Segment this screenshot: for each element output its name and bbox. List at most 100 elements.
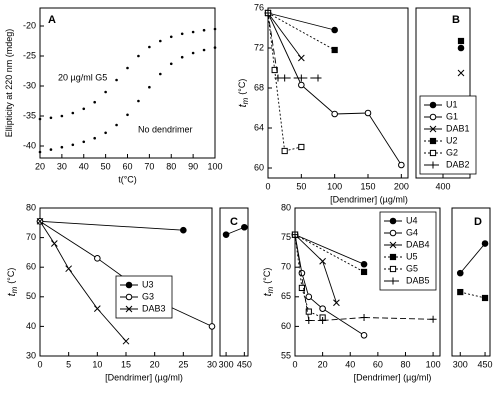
y-tick-label: 30 bbox=[26, 350, 36, 360]
data-point bbox=[104, 131, 107, 135]
x-tick-label: 400 bbox=[435, 181, 450, 191]
data-point bbox=[360, 268, 368, 276]
x-tick-label: 5 bbox=[66, 359, 71, 369]
axes-frame bbox=[219, 207, 249, 357]
axes-frame bbox=[294, 207, 441, 357]
series-line bbox=[267, 12, 335, 31]
data-point bbox=[180, 55, 184, 59]
data-point bbox=[314, 74, 322, 82]
y-tick-label: 80 bbox=[281, 202, 291, 212]
legend-label: G4 bbox=[406, 227, 418, 237]
x-tick-label: 40 bbox=[345, 359, 355, 369]
x-tick-label: 100 bbox=[426, 359, 441, 369]
y-axis-label-unit: (°C) bbox=[262, 268, 272, 284]
data-point bbox=[93, 136, 96, 140]
series-line bbox=[301, 272, 310, 297]
legend-marker bbox=[429, 149, 437, 157]
x-axis-label: [Dendrimer] (µg/ml) bbox=[330, 194, 408, 204]
data-point bbox=[159, 72, 162, 76]
data-point bbox=[148, 45, 151, 49]
series-line bbox=[364, 317, 434, 320]
y-axis-label: tm (°C) bbox=[262, 268, 275, 297]
data-point bbox=[291, 231, 299, 239]
data-point bbox=[360, 260, 368, 268]
data-point bbox=[169, 35, 173, 39]
data-point bbox=[49, 148, 53, 151]
x-tick-label: 20 bbox=[35, 161, 45, 171]
data-point bbox=[360, 314, 368, 322]
data-point bbox=[93, 305, 101, 312]
legend-marker bbox=[389, 253, 397, 261]
y-tick-label: -20 bbox=[23, 20, 36, 30]
data-point bbox=[137, 54, 140, 58]
series-line bbox=[301, 84, 335, 115]
x-tick-label: 200 bbox=[394, 181, 409, 191]
y-tick-label: 55 bbox=[281, 350, 291, 360]
y-tick-label: 76 bbox=[254, 2, 264, 12]
x-tick-label: 60 bbox=[373, 359, 383, 369]
series-line bbox=[460, 291, 486, 299]
x-tick-label: 90 bbox=[188, 161, 198, 171]
y-axis-label-main: t bbox=[237, 103, 249, 107]
y-axis-label-main: Ellipticity at 220 nm (mdeg) bbox=[4, 29, 14, 138]
x-axis-label: t(°C) bbox=[118, 174, 137, 184]
data-point bbox=[481, 294, 489, 302]
data-point bbox=[298, 284, 306, 292]
series-line bbox=[322, 261, 337, 303]
series-annotation: 20 µg/ml G5 bbox=[58, 72, 107, 82]
legend-marker bbox=[389, 277, 397, 285]
data-point bbox=[60, 114, 64, 118]
x-tick-label: 25 bbox=[178, 359, 188, 369]
y-tick-label: 64 bbox=[254, 122, 264, 132]
x-tick-label: 30 bbox=[57, 161, 67, 171]
legend-marker bbox=[429, 101, 437, 109]
x-tick-label: 150 bbox=[360, 181, 375, 191]
data-point bbox=[281, 74, 289, 82]
legend-label: G3 bbox=[142, 291, 154, 301]
series-line bbox=[96, 308, 127, 342]
data-point bbox=[71, 143, 75, 147]
series-line bbox=[294, 234, 310, 321]
series-line bbox=[322, 317, 365, 321]
y-axis-label: tm (°C) bbox=[6, 268, 19, 297]
data-point bbox=[126, 66, 129, 70]
data-point bbox=[319, 316, 327, 324]
y-tick-label: 70 bbox=[26, 232, 36, 242]
x-tick-label: 70 bbox=[144, 161, 154, 171]
data-point bbox=[241, 223, 248, 231]
y-tick-label: 50 bbox=[26, 291, 36, 301]
series-line bbox=[39, 220, 184, 231]
y-axis-label-sub: m bbox=[241, 97, 250, 104]
data-point bbox=[457, 69, 465, 77]
series-line bbox=[274, 69, 286, 152]
data-point bbox=[180, 226, 187, 234]
legend-marker bbox=[389, 265, 397, 273]
legend-label: U5 bbox=[406, 251, 418, 261]
y-axis-label-unit: (°C) bbox=[6, 268, 16, 284]
data-point bbox=[319, 305, 326, 312]
series-line bbox=[39, 221, 55, 244]
legend-label: U3 bbox=[142, 279, 154, 289]
y-axis-label-main: t bbox=[262, 292, 274, 296]
data-point bbox=[38, 150, 42, 154]
x-tick-label: 60 bbox=[122, 161, 132, 171]
data-point bbox=[71, 111, 75, 115]
data-point bbox=[50, 240, 58, 247]
legend-marker bbox=[389, 217, 397, 225]
series-line bbox=[334, 112, 369, 115]
legend-label: U1 bbox=[446, 99, 458, 109]
data-point bbox=[222, 231, 230, 238]
data-point bbox=[457, 288, 464, 296]
legend-label: G1 bbox=[446, 111, 458, 121]
data-point bbox=[159, 39, 162, 43]
x-tick-label: 0 bbox=[37, 359, 42, 369]
x-axis-label: [Dendrimer] (µg/ml) bbox=[354, 372, 432, 382]
x-tick-label: 50 bbox=[101, 161, 111, 171]
x-tick-label: 15 bbox=[121, 359, 131, 369]
y-tick-label: -30 bbox=[23, 80, 36, 90]
legend-box bbox=[379, 211, 437, 291]
series-line bbox=[322, 308, 365, 336]
data-point bbox=[169, 62, 173, 66]
axes-frame bbox=[451, 207, 491, 357]
